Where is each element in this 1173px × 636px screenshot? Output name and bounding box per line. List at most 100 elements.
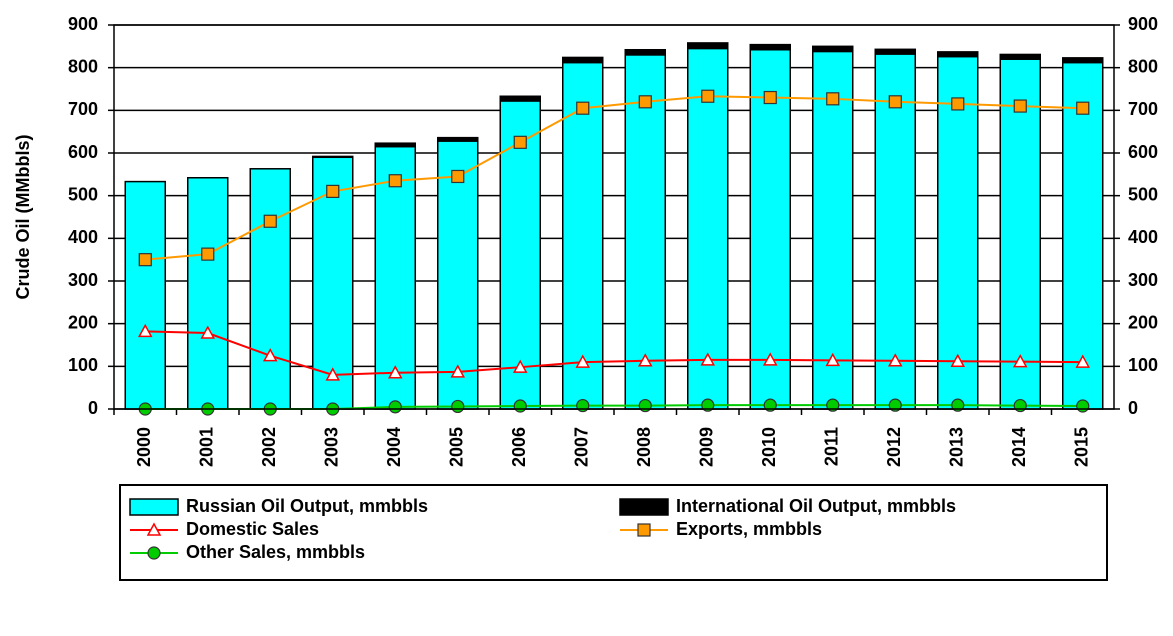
marker — [762, 352, 778, 366]
marker — [576, 398, 590, 413]
legend-label: Domestic Sales — [186, 519, 319, 539]
marker — [388, 400, 402, 414]
bar — [249, 168, 291, 410]
marker — [950, 353, 966, 367]
marker — [325, 367, 341, 381]
bar — [812, 45, 854, 53]
marker — [763, 398, 777, 412]
marker — [576, 101, 590, 115]
x-tick-label: 2005 — [447, 427, 467, 467]
bar — [624, 54, 666, 410]
bar — [312, 155, 354, 159]
x-tick-label: 2010 — [759, 427, 779, 467]
bar — [437, 136, 479, 142]
marker — [637, 353, 653, 367]
bar — [562, 56, 604, 64]
marker — [451, 399, 465, 414]
marker — [388, 174, 402, 188]
x-tick-label: 2001 — [197, 427, 217, 467]
legend-swatch — [129, 498, 179, 516]
marker — [763, 90, 777, 105]
marker — [637, 523, 651, 537]
bar — [187, 176, 229, 410]
y2-tick-label: 0 — [1128, 398, 1138, 418]
legend-label: Russian Oil Output, mmbbls — [186, 496, 428, 516]
marker — [1012, 354, 1028, 368]
bar — [687, 42, 729, 50]
x-tick-label: 2011 — [822, 427, 842, 466]
x-tick-label: 2012 — [884, 427, 904, 467]
marker — [951, 398, 965, 412]
x-tick-label: 2007 — [572, 427, 592, 467]
marker — [147, 546, 161, 560]
legend-label: Other Sales, mmbbls — [186, 542, 365, 562]
marker — [638, 95, 652, 109]
bar — [499, 95, 541, 102]
x-tick-label: 2009 — [697, 427, 717, 467]
marker — [513, 399, 527, 413]
legend-label: Exports, mmbbls — [676, 519, 822, 539]
x-tick-label: 2000 — [134, 427, 154, 467]
marker — [1076, 101, 1090, 115]
x-tick-label: 2013 — [947, 427, 967, 467]
y2-tick-label: 600 — [1128, 142, 1158, 162]
bar — [1062, 57, 1104, 64]
marker — [146, 522, 162, 536]
x-tick-label: 2004 — [384, 427, 404, 467]
marker — [1013, 99, 1027, 113]
y-tick-label: 600 — [68, 142, 98, 162]
bar — [749, 43, 791, 51]
bar — [874, 48, 916, 55]
x-tick-label: 2008 — [634, 427, 654, 467]
marker — [262, 348, 278, 362]
y2-tick-label: 900 — [1128, 14, 1158, 34]
legend-box — [119, 484, 1108, 581]
marker — [638, 398, 652, 413]
y2-tick-label: 100 — [1128, 355, 1158, 375]
marker — [200, 325, 216, 339]
marker — [701, 89, 715, 103]
bar — [937, 51, 979, 58]
marker — [1013, 398, 1027, 413]
marker — [387, 365, 403, 379]
marker — [451, 169, 465, 184]
marker — [825, 352, 841, 367]
y-axis-label: Crude Oil (MMbbls) — [13, 135, 33, 300]
marker — [1075, 354, 1091, 368]
marker — [826, 398, 840, 412]
y2-tick-label: 500 — [1128, 184, 1158, 204]
x-tick-label: 2006 — [509, 427, 529, 467]
x-tick-label: 2015 — [1072, 427, 1092, 467]
marker — [450, 364, 466, 378]
marker — [137, 323, 153, 338]
legend-swatch — [619, 498, 669, 516]
x-tick-label: 2014 — [1009, 427, 1029, 467]
marker — [826, 92, 840, 106]
y-tick-label: 900 — [68, 14, 98, 34]
y-tick-label: 500 — [68, 184, 98, 204]
legend-label: International Oil Output, mmbbls — [676, 496, 956, 516]
y-tick-label: 300 — [68, 270, 98, 290]
marker — [1076, 399, 1090, 413]
bar — [374, 142, 416, 148]
bar — [124, 180, 166, 410]
marker — [575, 354, 591, 368]
marker — [700, 352, 716, 366]
bar — [999, 58, 1041, 410]
y-tick-label: 800 — [68, 56, 98, 76]
y2-tick-label: 300 — [1128, 270, 1158, 290]
marker — [888, 398, 902, 412]
y2-tick-label: 200 — [1128, 312, 1158, 332]
y-tick-label: 100 — [68, 355, 98, 375]
y-tick-label: 200 — [68, 312, 98, 332]
bar — [999, 53, 1041, 60]
x-tick-label: 2002 — [259, 427, 279, 467]
marker — [201, 247, 215, 261]
plot-border — [113, 24, 1115, 410]
y2-tick-label: 700 — [1128, 99, 1158, 119]
marker — [326, 184, 340, 198]
marker — [138, 253, 152, 267]
marker — [887, 353, 903, 367]
y2-tick-label: 400 — [1128, 227, 1158, 247]
y-tick-label: 700 — [68, 99, 98, 119]
